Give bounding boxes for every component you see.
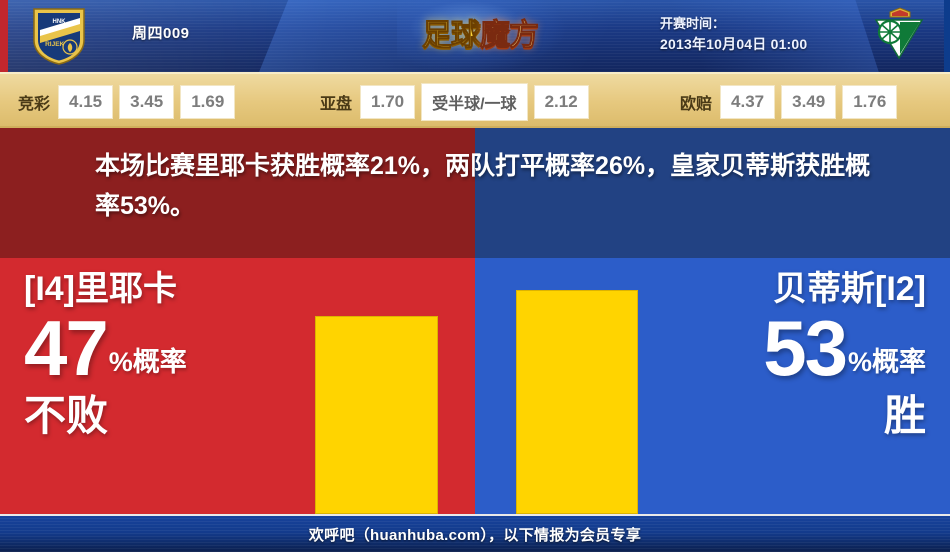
away-percent-value: 53 [763, 304, 848, 392]
away-percent-unit: %概率 [847, 347, 926, 377]
odds-cell-asian-away[interactable]: 2.12 [533, 85, 589, 119]
kickoff-time: 2013年10月04日 01:00 [660, 36, 808, 52]
odds-bar: 竞彩 4.15 3.45 1.69 亚盘 1.70 受半球/一球 2.12 欧赔… [0, 72, 950, 128]
header-right-edge [944, 0, 950, 72]
svg-text:RIJEKA: RIJEKA [45, 41, 69, 48]
away-team-crest-icon [870, 6, 928, 66]
odds-cell-european-draw[interactable]: 3.49 [781, 85, 837, 119]
away-verdict: 胜 [883, 392, 926, 439]
home-team-block: [I4]里耶卡 47 %概率 不败 [24, 268, 304, 442]
odds-label-asian: 亚盘 [320, 96, 353, 113]
footer-text: 欢呼吧（huanhuba.com），以下情报为会员专享 [308, 526, 642, 544]
site-logo: 足球魔方 [397, 0, 567, 72]
headline-band-left-half [0, 128, 475, 258]
odds-cell-jingcai-home[interactable]: 4.15 [58, 85, 114, 119]
headline-text: 本场比赛里耶卡获胜概率21%，两队打平概率26%，皇家贝蒂斯获胜概率53%。 [95, 152, 871, 220]
kickoff-label: 开赛时间： [660, 16, 726, 31]
odds-group-european: 欧赔 4.37 3.49 1.76 [680, 74, 903, 130]
home-percent-value: 47 [24, 304, 109, 392]
odds-cell-jingcai-away[interactable]: 1.69 [180, 85, 236, 119]
odds-cell-asian-home[interactable]: 1.70 [360, 85, 416, 119]
logo-text-part2: 魔方 [480, 19, 540, 52]
probability-chart: [I4]里耶卡 47 %概率 不败 贝蒂斯[I2] 53 %概率 胜 [0, 258, 950, 514]
footer-bar: 欢呼吧（huanhuba.com），以下情报为会员专享 [0, 514, 950, 552]
home-team-crest-icon: HNK RIJEKA [30, 6, 88, 66]
header-bar: HNK RIJEKA 周四009 足球魔方 开赛时间： 2013年10月04日 … [0, 0, 950, 72]
odds-group-jingcai: 竞彩 4.15 3.45 1.69 [18, 74, 241, 130]
away-team-name: 贝蒂斯[I2] [773, 270, 926, 308]
odds-group-asian: 亚盘 1.70 受半球/一球 2.12 [320, 74, 595, 130]
home-team-name: [I4]里耶卡 [24, 270, 177, 308]
logo-text-part1: 足球 [422, 19, 482, 52]
away-team-block: 贝蒂斯[I2] 53 %概率 胜 [626, 268, 926, 442]
header-left-edge [0, 0, 8, 72]
headline-band-right-half [475, 128, 950, 258]
odds-label-european: 欧赔 [680, 96, 713, 113]
home-verdict: 不败 [24, 392, 109, 439]
kickoff-info: 开赛时间： 2013年10月04日 01:00 [660, 14, 870, 54]
odds-cell-european-away[interactable]: 1.76 [842, 85, 898, 119]
odds-cell-european-home[interactable]: 4.37 [720, 85, 776, 119]
away-probability-bar [516, 290, 638, 514]
odds-label-jingcai: 竞彩 [18, 96, 51, 113]
home-probability-bar [315, 316, 438, 514]
svg-text:HNK: HNK [53, 19, 67, 25]
odds-cell-asian-handicap[interactable]: 受半球/一球 [421, 83, 528, 121]
home-percent-unit: %概率 [108, 347, 187, 377]
headline-band: 本场比赛里耶卡获胜概率21%，两队打平概率26%，皇家贝蒂斯获胜概率53%。 [0, 128, 950, 258]
odds-cell-jingcai-draw[interactable]: 3.45 [119, 85, 175, 119]
match-number: 周四009 [132, 25, 190, 42]
